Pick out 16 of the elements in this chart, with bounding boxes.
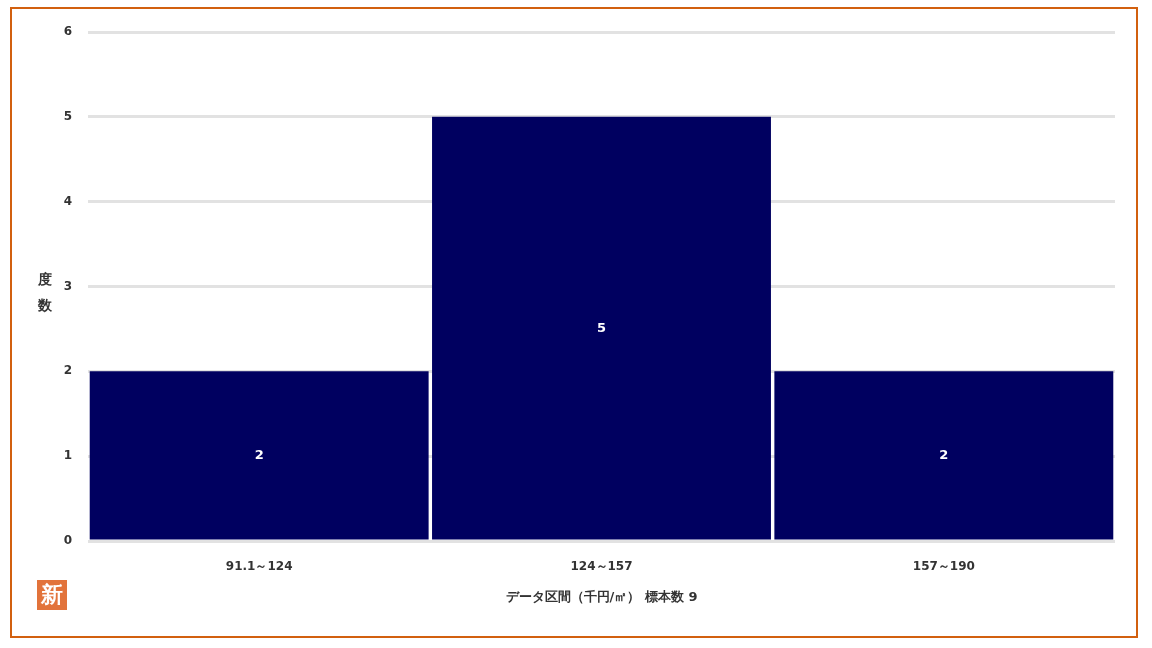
- y-axis-title: 度数: [37, 259, 53, 315]
- y-tick-label: 3: [63, 278, 72, 293]
- y-tick-label: 5: [63, 108, 72, 123]
- x-tick-label: 124～157: [570, 559, 633, 574]
- y-tick-label: 1: [63, 448, 72, 463]
- data-label: 2: [939, 446, 949, 462]
- new-badge: 新: [37, 580, 67, 610]
- y-tick-label: 2: [63, 363, 72, 378]
- x-tick-label: 91.1～124: [225, 559, 293, 574]
- data-label: 2: [254, 446, 264, 462]
- y-tick-label: 0: [63, 533, 72, 548]
- y-tick-label: 6: [63, 24, 72, 39]
- x-axis-title: データ区間（千円/㎡） 標本数 9: [505, 588, 698, 604]
- x-tick-label: 157～190: [912, 559, 975, 574]
- y-tick-label: 4: [63, 193, 72, 208]
- data-label: 5: [596, 319, 607, 335]
